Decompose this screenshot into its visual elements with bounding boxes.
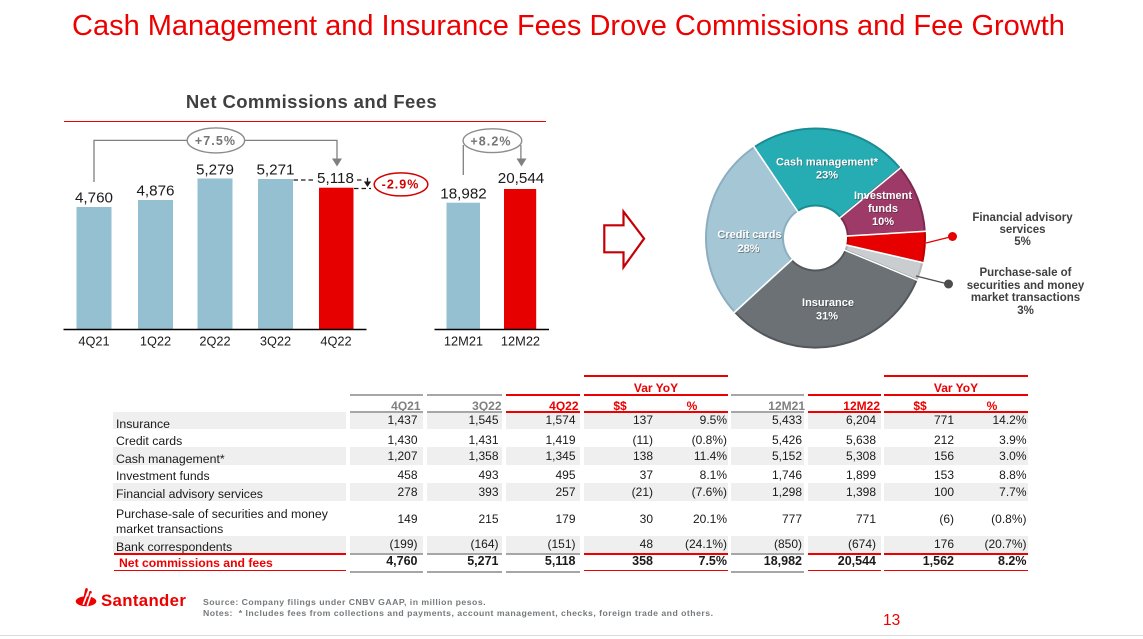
svg-text:4,876: 4,876 bbox=[136, 182, 174, 199]
svg-text:10%: 10% bbox=[872, 216, 894, 228]
svg-text:1Q22: 1Q22 bbox=[140, 333, 171, 348]
svg-text:23%: 23% bbox=[817, 171, 839, 183]
svg-text:2Q22: 2Q22 bbox=[199, 333, 230, 348]
svg-text:-2.9%: -2.9% bbox=[382, 178, 420, 192]
svg-text:23%: 23% bbox=[816, 170, 838, 182]
svg-text:Credit cards: Credit cards bbox=[718, 230, 782, 242]
svg-text:18,982: 18,982 bbox=[440, 185, 486, 202]
svg-text:funds: funds bbox=[868, 203, 898, 215]
svg-text:5,271: 5,271 bbox=[256, 162, 294, 179]
svg-text:5,279: 5,279 bbox=[196, 162, 234, 179]
svg-text:28%: 28% bbox=[738, 244, 760, 256]
svg-text:Insurance: Insurance bbox=[803, 298, 855, 310]
svg-text:+8.2%: +8.2% bbox=[470, 134, 511, 148]
svg-text:3Q22: 3Q22 bbox=[260, 333, 291, 348]
svg-text:31%: 31% bbox=[816, 311, 838, 323]
svg-text:12M21: 12M21 bbox=[444, 333, 483, 348]
svg-text:4Q21: 4Q21 bbox=[78, 333, 109, 348]
svg-text:4,760: 4,760 bbox=[75, 189, 113, 206]
svg-text:12M22: 12M22 bbox=[501, 333, 540, 348]
svg-text:10%: 10% bbox=[873, 217, 895, 229]
svg-text:Investment: Investment bbox=[855, 191, 913, 203]
svg-text:28%: 28% bbox=[737, 243, 759, 255]
svg-text:31%: 31% bbox=[817, 311, 839, 323]
svg-text:5,118: 5,118 bbox=[317, 170, 354, 187]
svg-text:funds: funds bbox=[869, 204, 899, 216]
svg-text:Cash management*: Cash management* bbox=[776, 156, 879, 168]
svg-text:Credit cards: Credit cards bbox=[717, 229, 781, 241]
svg-text:4Q22: 4Q22 bbox=[320, 333, 351, 348]
svg-text:20,544: 20,544 bbox=[498, 170, 544, 187]
svg-text:Cash management*: Cash management* bbox=[777, 157, 880, 169]
svg-text:Investment: Investment bbox=[854, 190, 912, 202]
svg-text:Insurance: Insurance bbox=[802, 297, 854, 309]
svg-text:+7.5%: +7.5% bbox=[195, 134, 236, 148]
